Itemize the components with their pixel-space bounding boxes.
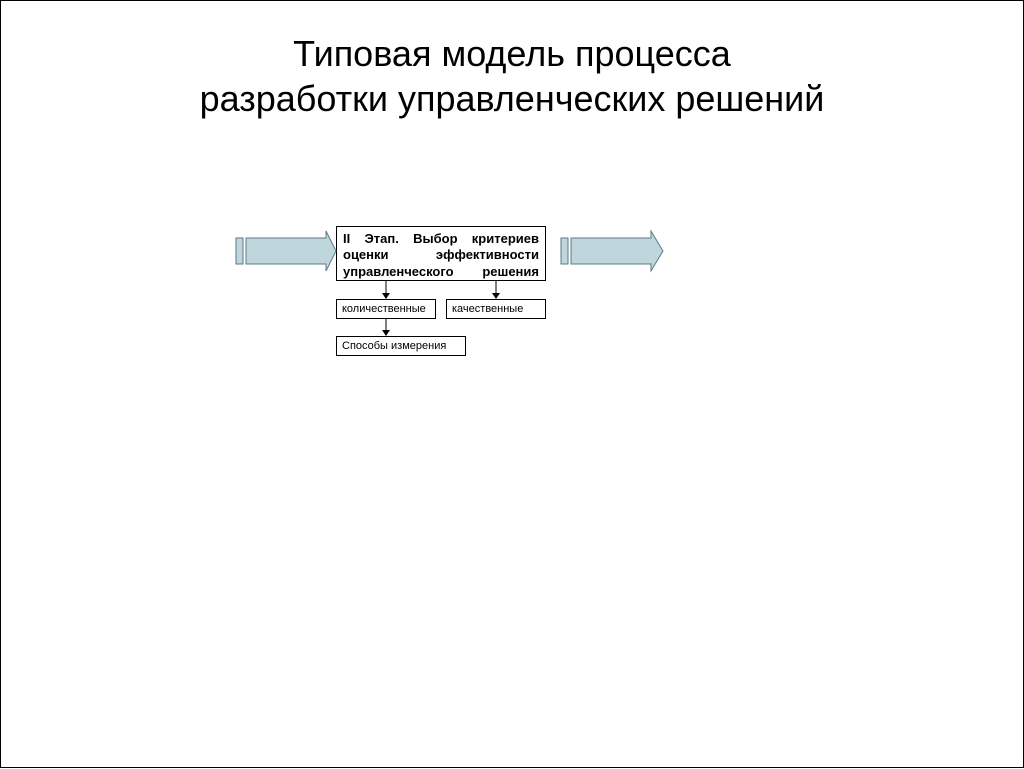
title-line-1: Типовая модель процесса [293, 33, 731, 74]
measurement-box: Способы измерения [336, 336, 466, 356]
stage-box: II Этап. Выбор критериев оценки эффектив… [336, 226, 546, 281]
measurement-label: Способы измерения [342, 340, 446, 352]
slide-title: Типовая модель процесса разработки управ… [1, 31, 1023, 121]
title-line-2: разработки управленческих решений [200, 78, 825, 119]
criteria-box-quantitative: количественные [336, 299, 436, 319]
criteria-quant-label: количественные [342, 303, 426, 315]
criteria-qual-label: качественные [452, 303, 523, 315]
stage-box-text: II Этап. Выбор критериев оценки эффектив… [343, 231, 539, 279]
criteria-box-qualitative: качественные [446, 299, 546, 319]
slide-frame: Типовая модель процесса разработки управ… [0, 0, 1024, 768]
